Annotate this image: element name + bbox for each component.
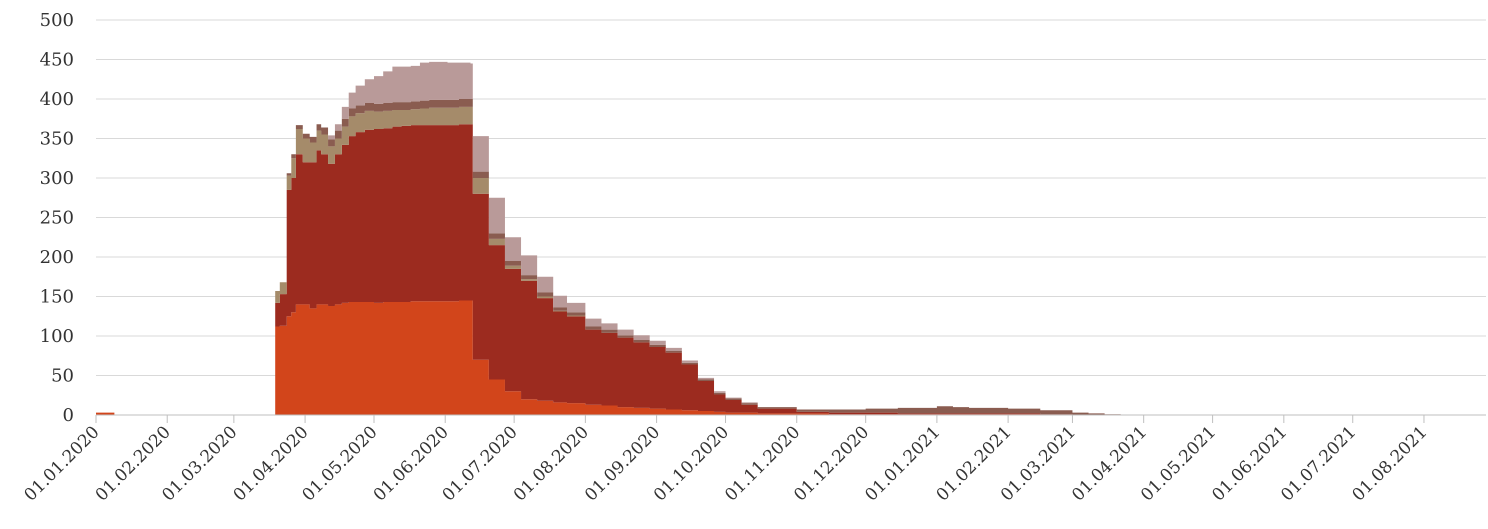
- y-tick-label: 0: [63, 405, 74, 426]
- x-axis-tick-labels: 01.01.202001.02.202001.03.202001.04.2020…: [21, 422, 1432, 505]
- x-tick-label: 01.01.2021: [861, 422, 944, 505]
- x-tick-label: 01.07.2021: [1277, 422, 1360, 505]
- x-tick-label: 01.05.2020: [299, 422, 382, 505]
- y-tick-label: 350: [40, 129, 74, 150]
- x-tick-label: 01.08.2020: [510, 422, 593, 505]
- y-axis-tick-labels: 0 50 100 150 200 250 300 350 400 450 500: [40, 10, 74, 426]
- y-tick-label: 450: [40, 50, 74, 71]
- y-tick-label: 200: [40, 247, 74, 268]
- y-tick-label: 300: [40, 168, 74, 189]
- area-series-2: [96, 124, 1486, 415]
- x-tick-label: 01.07.2020: [439, 422, 522, 505]
- y-tick-label: 500: [40, 10, 74, 31]
- x-tick-label: 01.10.2020: [650, 422, 733, 505]
- x-tick-label: 01.01.2020: [21, 422, 104, 505]
- x-tick-label: 01.05.2021: [1137, 422, 1220, 505]
- y-tick-label: 100: [40, 326, 74, 347]
- y-tick-label: 250: [40, 208, 74, 229]
- x-tick-label: 01.12.2020: [790, 422, 873, 505]
- y-tick-label: 400: [40, 89, 74, 110]
- y-tick-label: 50: [51, 366, 74, 387]
- y-tick-label: 150: [40, 287, 74, 308]
- area-series-1: [96, 300, 1486, 415]
- x-tick-label: 01.08.2021: [1349, 422, 1432, 505]
- x-axis: [95, 414, 1486, 423]
- area-series: [96, 61, 1486, 416]
